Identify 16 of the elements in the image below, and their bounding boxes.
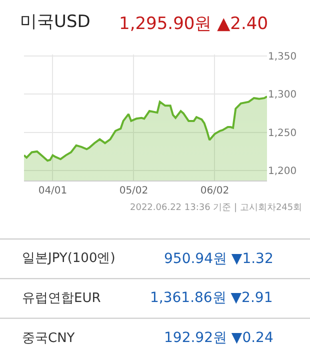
y-tick-label: 1,200	[268, 166, 297, 178]
y-tick-label: 1,300	[268, 90, 297, 101]
y-tick-label: 1,350	[268, 52, 297, 63]
x-tick-label: 04/01	[38, 185, 68, 196]
y-tick-label: 1,250	[268, 128, 297, 139]
x-tick-label: 06/02	[200, 185, 230, 196]
text: 950.94원 ▼1.32	[164, 251, 274, 267]
x-tick-label: 05/02	[119, 185, 148, 196]
text: 중국CNY	[22, 331, 75, 346]
text: 192.92원 ▼0.24	[164, 330, 274, 346]
text: 2022.06.22 13:36 기준 | 고시회차245회	[130, 203, 302, 213]
text: 유럽연합EUR	[22, 291, 101, 306]
text: 1,361.86원 ▼2.91	[150, 290, 273, 306]
text: 1,295.90원 ▲2.40	[119, 14, 268, 34]
chart-title: 미국USD	[20, 12, 90, 32]
text: 일본JPY(100엔)	[22, 251, 116, 266]
